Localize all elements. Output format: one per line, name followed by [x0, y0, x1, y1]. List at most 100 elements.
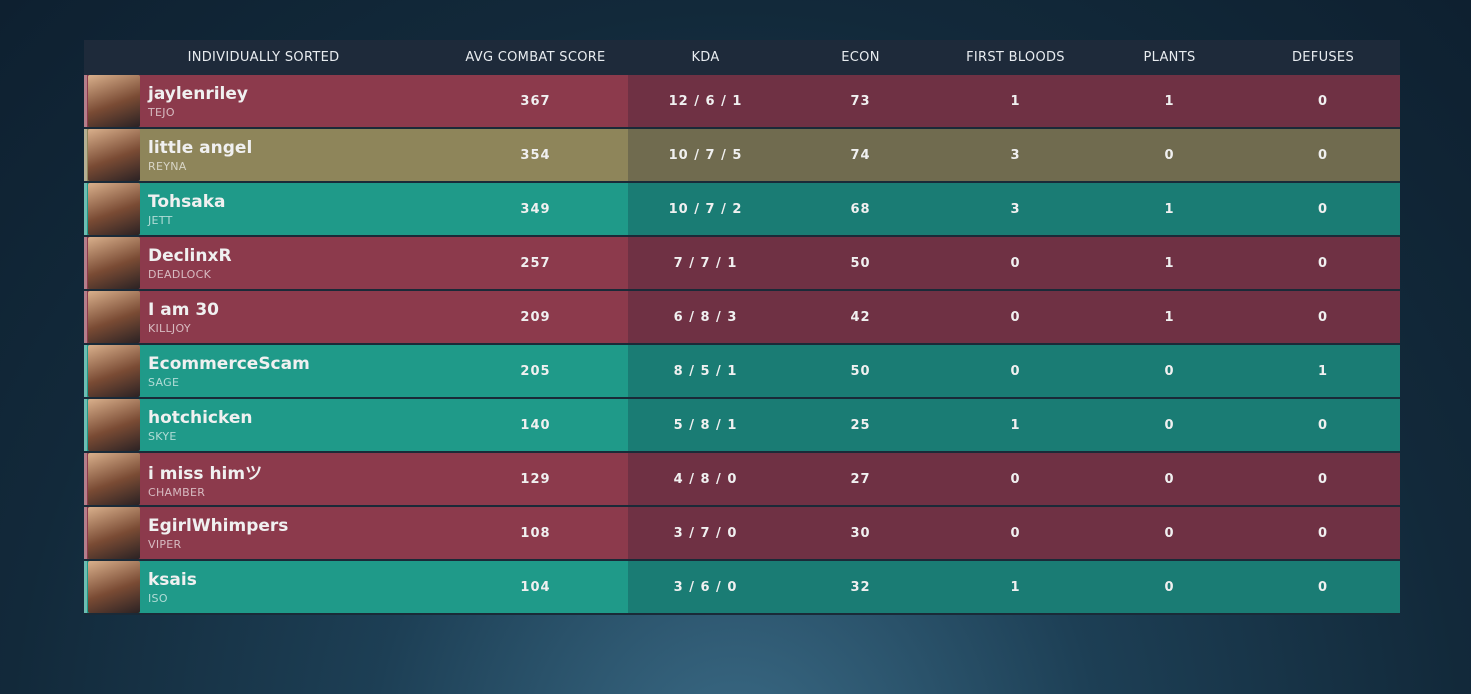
stat-cell: 3 — [938, 183, 1093, 235]
player-info: EgirlWhimpers VIPER — [148, 516, 288, 551]
player-info: ksais ISO — [148, 570, 197, 605]
team-stripe — [84, 237, 87, 289]
player-row: i miss himツ CHAMBER 129 4 / 8 / 0 27 0 0 0 — [84, 453, 1400, 507]
stat-cell: 6 / 8 / 3 — [628, 291, 783, 343]
agent-portrait — [88, 291, 140, 343]
player-info: little angel REYNA — [148, 138, 252, 173]
column-header: INDIVIDUALLY SORTED — [187, 50, 340, 65]
agent-portrait — [88, 507, 140, 559]
player-name: Tohsaka — [148, 191, 226, 212]
column-header: DEFUSES — [1291, 50, 1355, 65]
stat-cell: 0 — [938, 507, 1093, 559]
stat-cell: 0 — [1093, 561, 1246, 613]
stat-cell: 0 — [938, 453, 1093, 505]
stat-cell: 104 — [520, 579, 551, 595]
stat-cell: 129 — [520, 471, 551, 487]
stat-cell: 0 — [1093, 507, 1246, 559]
agent-name: TEJO — [148, 105, 175, 119]
player-row: jaylenriley TEJO 367 12 / 6 / 1 73 1 1 0 — [84, 75, 1400, 129]
stat-cell: 0 — [1093, 129, 1246, 181]
stat-cell: 0 — [1246, 291, 1400, 343]
stat-cell: 0 — [1246, 507, 1400, 559]
agent-name: CHAMBER — [148, 486, 206, 499]
agent-name: KILLJOY — [148, 321, 191, 335]
stat-cell: 0 — [938, 237, 1093, 289]
player-cell: Tohsaka JETT — [84, 183, 443, 235]
stat-cell: 3 / 6 / 0 — [628, 561, 783, 613]
stat-cell: 0 — [1246, 453, 1400, 505]
stat-cell: 42 — [783, 291, 938, 343]
column-header: PLANTS — [1143, 50, 1196, 65]
player-name: little angel — [148, 137, 253, 158]
stat-cell: 3 — [938, 129, 1093, 181]
stat-cell: 1 — [938, 399, 1093, 451]
stat-cell: 0 — [938, 291, 1093, 343]
player-name: I am 30 — [148, 299, 220, 320]
agent-portrait — [88, 561, 140, 613]
stat-cell: 68 — [783, 183, 938, 235]
stat-cell: 0 — [1246, 237, 1400, 289]
player-info: hotchicken SKYE — [148, 408, 252, 443]
player-name: i miss himツ — [148, 464, 263, 484]
player-row: hotchicken SKYE 140 5 / 8 / 1 25 1 0 0 — [84, 399, 1400, 453]
stat-cell: 0 — [1246, 129, 1400, 181]
stat-cell: 1 — [1093, 291, 1246, 343]
stat-cell: 1 — [1093, 237, 1246, 289]
agent-name: SAGE — [148, 375, 180, 389]
agent-portrait — [88, 399, 140, 451]
player-row: little angel REYNA 354 10 / 7 / 5 74 3 0 0 — [84, 129, 1400, 183]
stat-cell: 8 / 5 / 1 — [628, 345, 783, 397]
agent-name: ISO — [148, 591, 168, 605]
stat-cell: 1 — [1246, 345, 1400, 397]
stat-cell: 10 / 7 / 5 — [628, 129, 783, 181]
team-stripe — [84, 507, 87, 559]
agent-name: VIPER — [148, 537, 182, 551]
stat-cell: 354 — [520, 147, 551, 163]
agent-portrait — [88, 345, 140, 397]
stat-cell: 0 — [1093, 345, 1246, 397]
stat-cell: 140 — [520, 417, 551, 433]
stat-cell: 1 — [1093, 75, 1246, 127]
agent-name: JETT — [148, 213, 173, 227]
stat-cell: 0 — [1246, 561, 1400, 613]
stat-cell: 205 — [520, 363, 551, 379]
agent-name: DEADLOCK — [148, 267, 212, 281]
stat-cell: 25 — [783, 399, 938, 451]
agent-portrait — [88, 75, 140, 127]
agent-portrait — [88, 129, 140, 181]
stat-cell: 3 / 7 / 0 — [628, 507, 783, 559]
player-cell: EcommerceScam SAGE — [84, 345, 443, 397]
stat-cell: 73 — [783, 75, 938, 127]
agent-name: SKYE — [148, 429, 177, 443]
stat-cell: 0 — [1093, 399, 1246, 451]
stat-cell: 367 — [520, 93, 551, 109]
team-stripe — [84, 399, 87, 451]
stat-cell: 74 — [783, 129, 938, 181]
stat-cell: 1 — [1093, 183, 1246, 235]
stat-cell: 10 / 7 / 2 — [628, 183, 783, 235]
player-cell: hotchicken SKYE — [84, 399, 443, 451]
stat-cell: 257 — [520, 255, 551, 271]
agent-portrait — [88, 237, 140, 289]
player-name: jaylenriley — [148, 83, 248, 104]
player-row: ksais ISO 104 3 / 6 / 0 32 1 0 0 — [84, 561, 1400, 615]
header-row: INDIVIDUALLY SORTED AVG COMBAT SCORE KDA EC… — [84, 40, 1400, 75]
stat-cell: 27 — [783, 453, 938, 505]
player-row: DeclinxR DEADLOCK 257 7 / 7 / 1 50 0 1 0 — [84, 237, 1400, 291]
player-cell: DeclinxR DEADLOCK — [84, 237, 443, 289]
player-cell: I am 30 KILLJOY — [84, 291, 443, 343]
stat-cell: 349 — [520, 201, 551, 217]
player-name: hotchicken — [148, 407, 253, 428]
player-cell: little angel REYNA — [84, 129, 443, 181]
player-cell: i miss himツ CHAMBER — [84, 453, 443, 505]
column-header: ECON — [841, 50, 880, 65]
team-stripe — [84, 561, 87, 613]
stat-cell: 5 / 8 / 1 — [628, 399, 783, 451]
player-info: i miss himツ CHAMBER — [148, 459, 262, 499]
scoreboard: INDIVIDUALLY SORTED AVG COMBAT SCORE KDA EC… — [84, 40, 1400, 615]
agent-name: REYNA — [148, 159, 187, 173]
column-header: AVG COMBAT SCORE — [465, 50, 606, 65]
team-stripe — [84, 75, 87, 127]
stat-cell: 50 — [783, 345, 938, 397]
player-row: Tohsaka JETT 349 10 / 7 / 2 68 3 1 0 — [84, 183, 1400, 237]
